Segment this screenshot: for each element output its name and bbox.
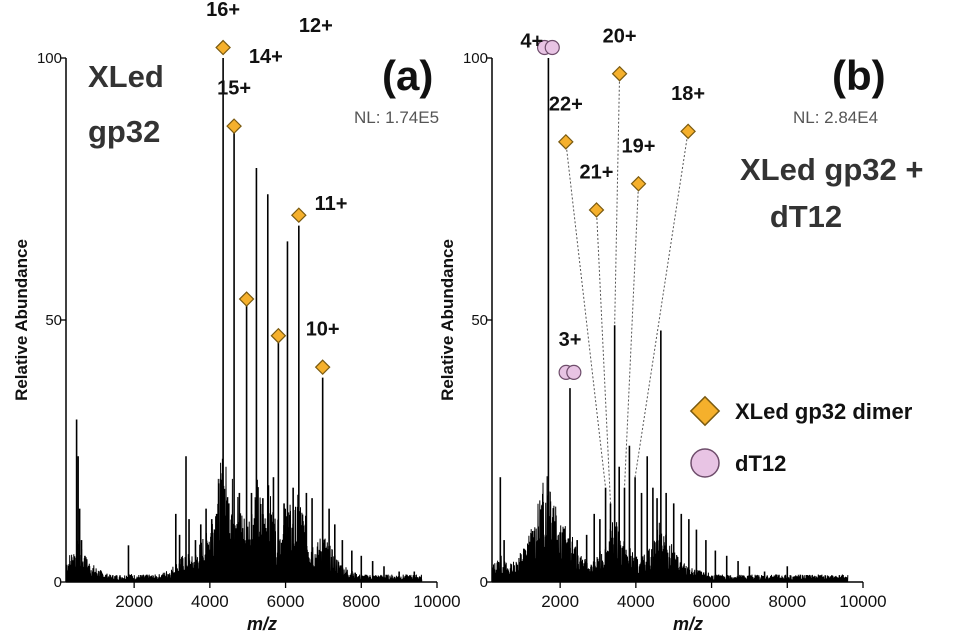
y-tick-label: 0 — [480, 574, 488, 591]
charge-state-label: 3+ — [559, 329, 582, 351]
leader-line — [565, 141, 607, 488]
charge-state-diamond-marker — [557, 133, 574, 150]
charge-state-diamond-marker — [314, 359, 331, 376]
leader-line — [614, 73, 621, 326]
charge-state-circle-marker — [536, 39, 560, 56]
spectrum-noise-trace — [491, 476, 849, 583]
charge-state-diamond-marker — [215, 39, 231, 56]
y-tick-label: 50 — [471, 312, 488, 329]
y-axis-title-b: Relative Abundance — [438, 239, 457, 401]
charge-state-label: 22+ — [549, 93, 583, 115]
spectrum-noise-trace — [65, 458, 423, 583]
circle-marker-right — [566, 364, 582, 380]
legend-label-dimer: XLed gp32 dimer — [735, 399, 913, 424]
x-tick-label: 10000 — [839, 592, 886, 611]
charge-state-diamond-marker — [611, 65, 628, 82]
annotations-b: 4+ 22+ 21+ 20+ 19+ 18+ 3+ — [520, 25, 705, 504]
annotations-a: 16+ 15+ 14+ 12+ 11+ 10+ — [206, 0, 348, 376]
x-tick-label: 2000 — [541, 592, 579, 611]
spectrum-trace-b — [491, 58, 849, 583]
panel-a: 2000 4000 6000 8000 10000 0 50 100 16+ 15+ 14+ 12+… — [12, 0, 461, 634]
legend: XLed gp32 dimer dT12 — [689, 395, 913, 478]
y-tick-label: 0 — [54, 574, 62, 591]
charge-state-diamond-marker — [630, 175, 647, 192]
x-tick-label: 6000 — [693, 592, 731, 611]
nl-label-b: NL: 2.84E4 — [793, 108, 878, 127]
charge-state-diamond-marker — [588, 202, 605, 218]
sample-label-b-line2: dT12 — [770, 199, 842, 234]
charge-state-label: 11+ — [315, 193, 348, 215]
charge-state-diamond-marker — [226, 118, 242, 134]
charge-state-diamond-marker — [270, 327, 287, 344]
legend-circle-marker — [690, 448, 720, 478]
x-tick-label: 6000 — [267, 592, 305, 611]
legend-item-dt12: dT12 — [690, 448, 786, 478]
charge-state-label: 18+ — [671, 83, 705, 105]
ticks-a: 2000 4000 6000 8000 10000 0 50 100 — [37, 50, 461, 611]
circle-marker-right — [544, 39, 560, 56]
charge-state-label: 21+ — [580, 162, 614, 184]
charge-state-diamond-marker — [238, 291, 255, 307]
spectrum-trace-a — [65, 58, 423, 583]
charge-state-label: 16+ — [206, 0, 240, 21]
charge-state-label: 15+ — [217, 78, 251, 100]
legend-item-dimer: XLed gp32 dimer — [689, 395, 913, 427]
sample-label-b-line1: XLed gp32 + — [740, 152, 923, 187]
panel-b: 2000 4000 6000 8000 10000 0 50 100 4+ 22+ 21+ 20+ 1… — [438, 25, 923, 634]
nl-label-a: NL: 1.74E5 — [354, 108, 439, 127]
sample-label-a-line2: gp32 — [88, 114, 160, 149]
legend-diamond-marker — [689, 395, 721, 427]
y-axis-title-a: Relative Abundance — [12, 239, 31, 401]
leader-line — [624, 183, 640, 488]
charge-state-label: 14+ — [249, 46, 283, 68]
x-tick-label: 8000 — [342, 592, 380, 611]
panel-tag-b: (b) — [832, 52, 886, 99]
charge-state-label: 20+ — [603, 25, 637, 47]
charge-state-diamond-marker — [290, 207, 307, 224]
charge-state-label: 10+ — [306, 319, 340, 341]
x-tick-label: 8000 — [768, 592, 806, 611]
y-tick-label: 50 — [45, 312, 62, 329]
charge-state-label: 12+ — [299, 15, 333, 37]
x-tick-label: 4000 — [191, 592, 229, 611]
x-tick-label: 2000 — [115, 592, 153, 611]
leader-line — [595, 209, 611, 504]
ticks-b: 2000 4000 6000 8000 10000 0 50 100 — [463, 50, 887, 611]
charge-state-label: 19+ — [622, 135, 656, 157]
y-tick-label: 100 — [463, 50, 488, 67]
charge-state-label: 4+ — [520, 31, 543, 53]
x-tick-label: 4000 — [617, 592, 655, 611]
y-tick-label: 100 — [37, 50, 62, 67]
panel-tag-a: (a) — [382, 52, 433, 99]
legend-label-dt12: dT12 — [735, 451, 786, 476]
x-axis-title-b: m/z — [673, 614, 703, 634]
charge-state-diamond-marker — [680, 123, 696, 140]
sample-label-a-line1: XLed — [88, 59, 164, 94]
x-axis-title-a: m/z — [247, 614, 277, 634]
x-tick-label: 10000 — [413, 592, 460, 611]
charge-state-circle-marker — [558, 364, 582, 380]
